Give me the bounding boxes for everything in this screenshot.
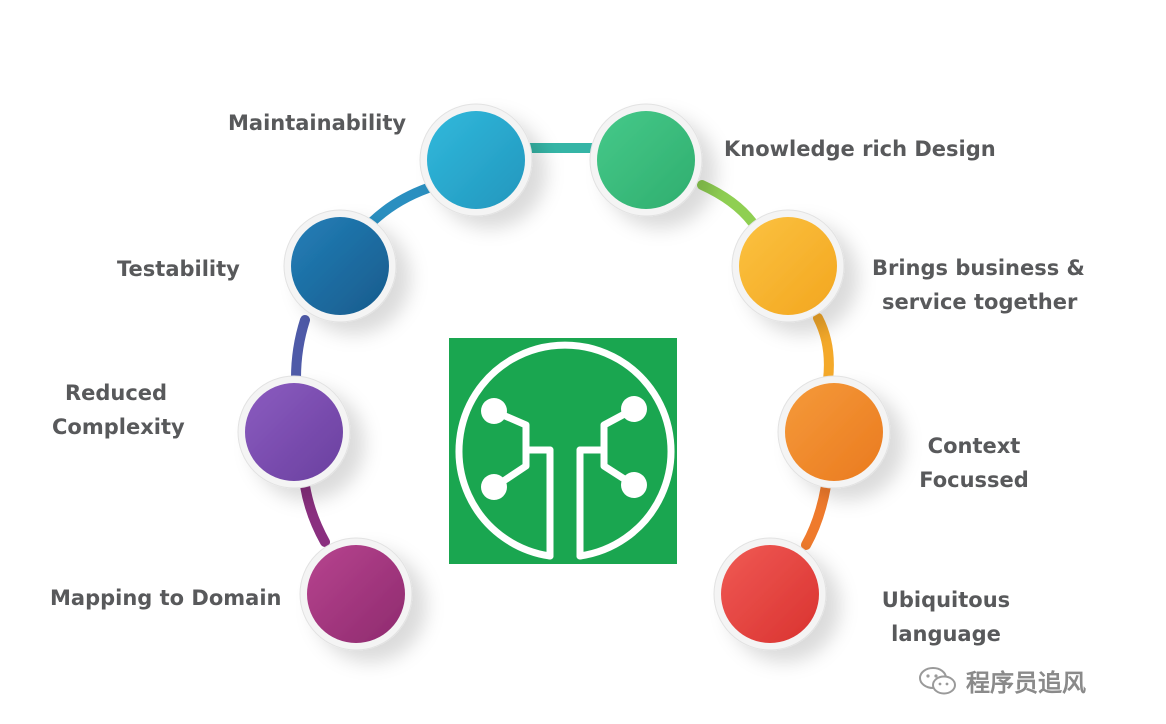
arc-segment-context-ubiq xyxy=(801,481,831,550)
label-ubiquitous-line1: Ubiquitous xyxy=(881,588,1011,612)
chat-bubbles-icon xyxy=(919,666,956,694)
connector-arc xyxy=(291,143,834,550)
circle-brings-business xyxy=(731,209,845,323)
arc-segment-brings-context xyxy=(813,313,834,385)
label-reduced-line2: Complexity xyxy=(52,415,185,439)
circle-testability xyxy=(283,209,397,323)
label-knowledge-rich-design: Knowledge rich Design xyxy=(724,137,996,161)
label-ubiquitous-line2: language xyxy=(891,622,1001,646)
center-ddd-logo xyxy=(449,338,677,564)
label-context-focussed: Context Focussed xyxy=(915,429,1033,497)
logo-branch-left xyxy=(492,408,554,454)
circle-reduced-complexity xyxy=(237,375,351,489)
arc-segment-maint-test xyxy=(367,183,433,227)
logo-branch-right-low xyxy=(600,446,636,488)
circle-mapping-to-domain xyxy=(299,537,413,651)
circle-maintainability xyxy=(419,103,533,217)
watermark-text: 程序员追风 xyxy=(966,669,1086,697)
arc-segment-test-reduced xyxy=(291,315,310,383)
label-brings-line2: service together xyxy=(882,290,1078,314)
label-maintainability: Maintainability xyxy=(228,111,407,135)
label-mapping-to-domain: Mapping to Domain xyxy=(50,586,282,610)
logo-node-bl xyxy=(481,474,507,500)
label-reduced-line1: Reduced xyxy=(64,381,168,405)
watermark: 程序员追风 xyxy=(918,663,1086,698)
arc-segment-know-brings xyxy=(697,180,757,227)
label-brings-line1: Brings business & xyxy=(872,256,1085,280)
logo-branch-left-low xyxy=(492,446,530,490)
label-brings-business: Brings business & service together xyxy=(872,251,1085,319)
logo-node-tl xyxy=(481,398,507,424)
circle-knowledge-rich-design xyxy=(589,103,703,217)
logo-branch-right xyxy=(576,406,636,454)
label-reduced-complexity: Reduced Complexity xyxy=(52,376,185,444)
logo-node-tr xyxy=(621,396,647,422)
circle-ubiquitous-language xyxy=(713,537,827,651)
label-context-line1: Context xyxy=(927,434,1021,458)
logo-node-br xyxy=(621,472,647,498)
label-context-line2: Focussed xyxy=(919,468,1029,492)
arc-segment-reduced-mapping xyxy=(300,481,330,547)
logo-ring xyxy=(455,341,675,560)
label-ubiquitous-language: Ubiquitous language xyxy=(880,583,1012,651)
label-testability: Testability xyxy=(117,257,240,281)
circle-context-focussed xyxy=(777,375,891,489)
